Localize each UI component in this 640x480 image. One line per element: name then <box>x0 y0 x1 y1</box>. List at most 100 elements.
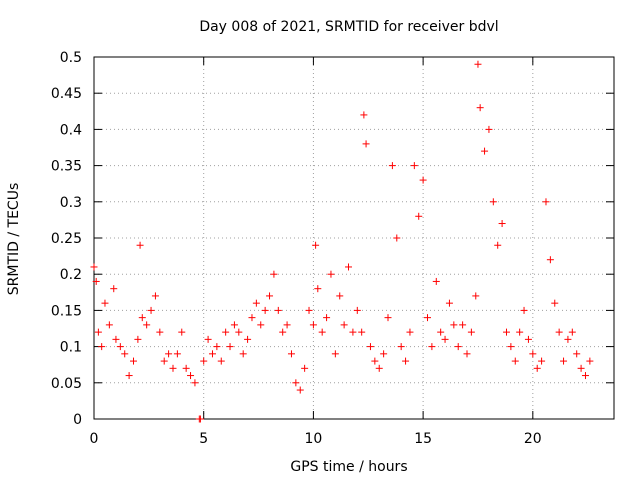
x-tick-label: 10 <box>304 431 322 447</box>
y-tick-label: 0.45 <box>51 86 82 102</box>
data-point <box>489 198 497 206</box>
data-point <box>266 292 274 300</box>
data-point <box>239 350 247 358</box>
data-point <box>353 306 361 314</box>
data-point <box>327 270 335 278</box>
data-point <box>222 328 230 336</box>
data-point <box>494 241 502 249</box>
data-point <box>173 350 181 358</box>
data-point <box>116 343 124 351</box>
data-point <box>252 299 260 307</box>
data-point <box>371 357 379 365</box>
data-point <box>230 321 238 329</box>
data-point <box>336 292 344 300</box>
data-points <box>90 60 594 423</box>
y-axis: 0 0.05 0.1 0.15 0.2 0.25 0.3 0.35 0.4 0.45 0.5 <box>51 50 614 428</box>
data-point <box>318 328 326 336</box>
data-point <box>182 364 190 372</box>
y-tick-label: 0.2 <box>60 267 82 283</box>
data-point <box>555 328 563 336</box>
data-point <box>384 314 392 322</box>
data-point <box>101 299 109 307</box>
data-point <box>415 212 423 220</box>
data-point <box>208 350 216 358</box>
data-point <box>463 350 471 358</box>
data-point <box>323 314 331 322</box>
data-point <box>279 328 287 336</box>
data-point <box>445 299 453 307</box>
data-point <box>345 263 353 271</box>
x-tick-label: 5 <box>199 431 208 447</box>
data-point <box>459 321 467 329</box>
x-axis: 0 5 10 15 20 <box>90 57 542 447</box>
data-point <box>312 241 320 249</box>
data-point <box>213 343 221 351</box>
data-point <box>437 328 445 336</box>
data-point <box>287 350 295 358</box>
data-point <box>393 234 401 242</box>
data-point <box>388 162 396 170</box>
data-point <box>196 415 204 423</box>
data-point <box>90 263 98 271</box>
data-point <box>270 270 278 278</box>
data-point <box>301 364 309 372</box>
data-point <box>305 306 313 314</box>
data-point <box>551 299 559 307</box>
data-point <box>94 328 102 336</box>
data-point <box>375 364 383 372</box>
data-point <box>498 220 506 228</box>
data-point <box>520 306 528 314</box>
data-point <box>560 357 568 365</box>
y-tick-label: 0.25 <box>51 231 82 247</box>
data-point <box>112 335 120 343</box>
y-tick-label: 0.1 <box>60 340 82 356</box>
data-point <box>134 335 142 343</box>
data-point <box>441 335 449 343</box>
data-point <box>406 328 414 336</box>
y-tick-label: 0.4 <box>60 122 82 138</box>
data-point <box>366 343 374 351</box>
data-point <box>358 328 366 336</box>
data-point <box>476 104 484 112</box>
data-point <box>156 328 164 336</box>
data-point <box>577 364 585 372</box>
data-point <box>248 314 256 322</box>
data-point <box>274 306 282 314</box>
data-point <box>485 125 493 133</box>
x-tick-label: 0 <box>90 431 99 447</box>
x-axis-label: GPS time / hours <box>290 459 407 475</box>
data-point <box>143 321 151 329</box>
data-point <box>226 343 234 351</box>
data-point <box>402 357 410 365</box>
data-point <box>507 343 515 351</box>
data-point <box>340 321 348 329</box>
data-point <box>380 350 388 358</box>
data-point <box>538 357 546 365</box>
y-tick-label: 0.5 <box>60 50 82 66</box>
data-point <box>178 328 186 336</box>
data-point <box>542 198 550 206</box>
data-point <box>204 335 212 343</box>
data-point <box>349 328 357 336</box>
data-point <box>428 343 436 351</box>
data-point <box>121 350 129 358</box>
data-point <box>419 176 427 184</box>
data-point <box>467 328 475 336</box>
data-point <box>533 364 541 372</box>
data-point <box>110 285 118 293</box>
data-point <box>138 314 146 322</box>
data-point <box>125 372 133 380</box>
data-point <box>160 357 168 365</box>
y-tick-label: 0.3 <box>60 195 82 211</box>
data-point <box>292 379 300 387</box>
data-point <box>397 343 405 351</box>
data-point <box>516 328 524 336</box>
data-point <box>136 241 144 249</box>
data-point <box>169 364 177 372</box>
data-point <box>581 372 589 380</box>
data-point <box>296 386 304 394</box>
data-point <box>283 321 291 329</box>
chart-title: Day 008 of 2021, SRMTID for receiver bdv… <box>199 19 498 35</box>
data-point <box>432 277 440 285</box>
